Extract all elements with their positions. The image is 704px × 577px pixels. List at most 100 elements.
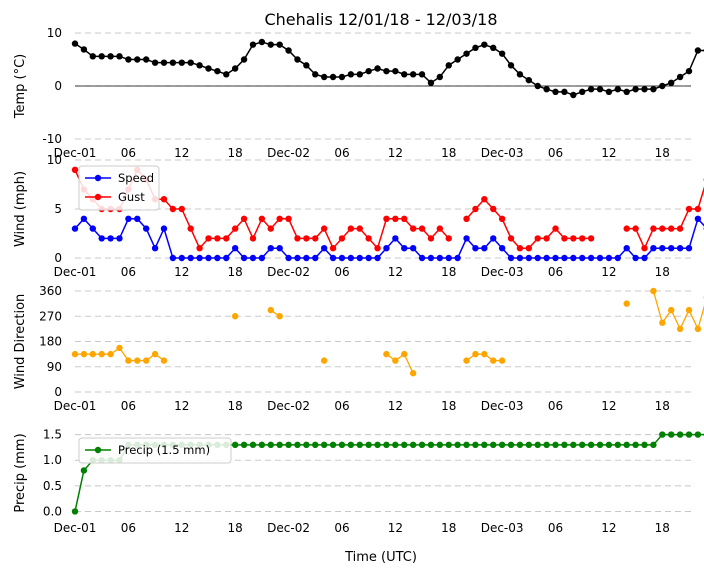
temp-point bbox=[303, 62, 309, 68]
direction-segment bbox=[395, 354, 404, 360]
temp-point bbox=[579, 89, 585, 95]
temp-point bbox=[250, 41, 256, 47]
gust-point bbox=[214, 235, 220, 241]
gust-point bbox=[72, 167, 78, 173]
gust-point bbox=[268, 225, 274, 231]
gust-point bbox=[348, 225, 354, 231]
speed-line bbox=[75, 219, 704, 258]
speed-point bbox=[134, 216, 140, 222]
speed-point bbox=[606, 255, 612, 261]
y-tick-label: -10 bbox=[42, 132, 62, 146]
temp-point bbox=[392, 68, 398, 74]
temp-point bbox=[410, 71, 416, 77]
x-tick-label: 12 bbox=[601, 399, 616, 413]
speed-point bbox=[232, 245, 238, 251]
y-tick-label: 1.0 bbox=[43, 453, 62, 467]
precip-point bbox=[446, 442, 452, 448]
x-tick-label: 12 bbox=[601, 521, 616, 535]
x-tick-label: 12 bbox=[388, 265, 403, 279]
gust-point bbox=[179, 206, 185, 212]
temp-point bbox=[90, 53, 96, 59]
temp-point bbox=[517, 71, 523, 77]
speed-point bbox=[463, 235, 469, 241]
speed-point bbox=[597, 255, 603, 261]
temp-point bbox=[659, 83, 665, 89]
legend-label-precip-1-5-mm: Precip (1.5 mm) bbox=[118, 443, 210, 457]
temp-point bbox=[143, 56, 149, 62]
speed-point bbox=[401, 245, 407, 251]
precip-point bbox=[535, 442, 541, 448]
speed-point bbox=[187, 255, 193, 261]
speed-point bbox=[90, 225, 96, 231]
precip-point bbox=[330, 442, 336, 448]
x-tick-label: Dec-02 bbox=[267, 521, 310, 535]
speed-point bbox=[125, 216, 131, 222]
speed-point bbox=[365, 255, 371, 261]
temp-point bbox=[339, 74, 345, 80]
temp-point bbox=[677, 74, 683, 80]
y-tick-label: 5 bbox=[54, 202, 62, 216]
gust-point bbox=[526, 245, 532, 251]
gust-point bbox=[383, 216, 389, 222]
y-tick-label: 180 bbox=[39, 335, 62, 349]
gust-point bbox=[561, 235, 567, 241]
y-tick-label: 0.0 bbox=[43, 504, 62, 518]
speed-point bbox=[179, 255, 185, 261]
precip-point bbox=[401, 442, 407, 448]
direction-segment bbox=[484, 354, 493, 360]
speed-point bbox=[241, 255, 247, 261]
legend-marker-precip-1-5-mm bbox=[95, 447, 101, 453]
precip-point bbox=[419, 442, 425, 448]
speed-point bbox=[410, 245, 416, 251]
temp-point bbox=[570, 92, 576, 98]
y-tick-label: 10 bbox=[47, 153, 62, 167]
precip-point bbox=[552, 442, 558, 448]
temp-point bbox=[695, 47, 701, 53]
precip-point bbox=[641, 442, 647, 448]
temp-point bbox=[116, 53, 122, 59]
direction-segment bbox=[689, 310, 698, 329]
gust-point bbox=[392, 216, 398, 222]
x-tick-label: 18 bbox=[655, 521, 670, 535]
precip-point bbox=[543, 442, 549, 448]
x-tick-label: 18 bbox=[228, 521, 243, 535]
precip-point bbox=[499, 442, 505, 448]
precip-point bbox=[624, 442, 630, 448]
speed-point bbox=[268, 245, 274, 251]
x-tick-label: 06 bbox=[334, 265, 349, 279]
y-tick-label: 0 bbox=[54, 385, 62, 399]
direction-segment bbox=[467, 354, 476, 360]
precip-point bbox=[268, 442, 274, 448]
gust-point bbox=[357, 225, 363, 231]
gust-point bbox=[463, 216, 469, 222]
speed-point bbox=[499, 245, 505, 251]
speed-point bbox=[695, 216, 701, 222]
x-tick-label: Dec-03 bbox=[481, 399, 524, 413]
legend-marker-gust bbox=[95, 194, 101, 200]
gust-point bbox=[641, 245, 647, 251]
x-tick-label: Dec-01 bbox=[54, 265, 97, 279]
x-tick-label: 18 bbox=[441, 399, 456, 413]
gust-point bbox=[535, 235, 541, 241]
speed-point bbox=[481, 245, 487, 251]
temp-point bbox=[481, 41, 487, 47]
x-tick-label: 12 bbox=[174, 146, 189, 160]
x-tick-label: 18 bbox=[441, 146, 456, 160]
direction-segment bbox=[680, 310, 689, 329]
precip-point bbox=[659, 431, 665, 437]
x-tick-label: Dec-03 bbox=[481, 146, 524, 160]
precip-point bbox=[561, 442, 567, 448]
gust-point bbox=[579, 235, 585, 241]
gust-point bbox=[196, 245, 202, 251]
speed-point bbox=[285, 255, 291, 261]
temp-point bbox=[374, 65, 380, 71]
x-tick-label: 06 bbox=[121, 399, 136, 413]
x-tick-label: 06 bbox=[334, 399, 349, 413]
gust-point bbox=[259, 216, 265, 222]
direction-segment bbox=[404, 354, 413, 373]
precip-point bbox=[392, 442, 398, 448]
x-tick-label: 06 bbox=[548, 265, 563, 279]
precip-point bbox=[454, 442, 460, 448]
